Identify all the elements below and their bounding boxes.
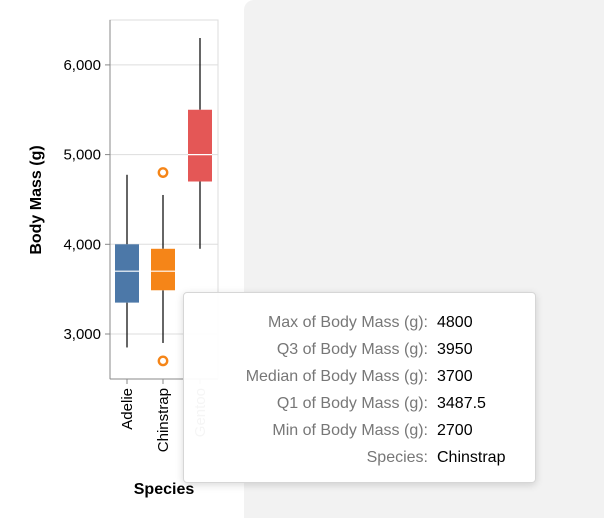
box-iqr[interactable] — [188, 109, 212, 182]
tooltip-value: 3700 — [437, 368, 473, 385]
box-gentoo[interactable] — [188, 37, 212, 249]
y-axis-ticks: 3,000 4,000 5,000 6,000 — [63, 57, 110, 343]
tooltip-table: Max of Body Mass (g): 4800 Q3 of Body Mass… — [184, 309, 506, 471]
outlier-point[interactable] — [157, 167, 169, 178]
tooltip-key: Max of Body Mass (g): — [267, 314, 428, 331]
tooltip-key: Q1 of Body Mass (g): — [276, 395, 428, 412]
tooltip-value: 3950 — [437, 341, 473, 358]
tooltip-value: 4800 — [437, 314, 473, 331]
box-marks — [115, 37, 212, 367]
tooltip-row: Species: Chinstrap — [184, 444, 506, 471]
y-axis-title[interactable]: Body Mass (g) — [28, 145, 45, 254]
y-tick-label: 3,000 — [63, 326, 101, 343]
x-tick-label: Chinstrap — [155, 388, 172, 452]
tooltip-key: Median of Body Mass (g): — [245, 368, 428, 385]
box-adelie[interactable] — [115, 174, 139, 348]
outlier-point[interactable] — [157, 355, 169, 367]
tooltip-value: Chinstrap — [437, 449, 506, 466]
tooltip-row: Q1 of Body Mass (g): 3487.5 — [184, 390, 505, 417]
box-iqr[interactable] — [115, 244, 139, 303]
y-tick-label: 5,000 — [63, 147, 101, 164]
tooltip-row: Min of Body Mass (g): 2700 — [184, 417, 505, 444]
box-iqr[interactable] — [151, 248, 175, 291]
x-tick-label: Adelie — [119, 388, 136, 430]
tooltip-key: Q3 of Body Mass (g): — [276, 341, 428, 358]
tooltip-key: Species: — [366, 449, 428, 466]
box-chinstrap[interactable] — [151, 167, 175, 367]
x-axis-title[interactable]: Species — [134, 481, 195, 498]
tooltip-row: Median of Body Mass (g): 3700 — [184, 363, 505, 390]
tooltip-row: Max of Body Mass (g): 4800 — [184, 309, 505, 336]
tooltip-key: Min of Body Mass (g): — [272, 422, 428, 439]
tooltip: Max of Body Mass (g): 4800 Q3 of Body Mass… — [183, 292, 536, 483]
tooltip-row: Q3 of Body Mass (g): 3950 — [184, 336, 505, 363]
y-tick-label: 6,000 — [63, 57, 101, 74]
tooltip-value: 3487.5 — [437, 395, 486, 412]
y-tick-label: 4,000 — [63, 236, 101, 253]
tooltip-value: 2700 — [437, 422, 473, 439]
